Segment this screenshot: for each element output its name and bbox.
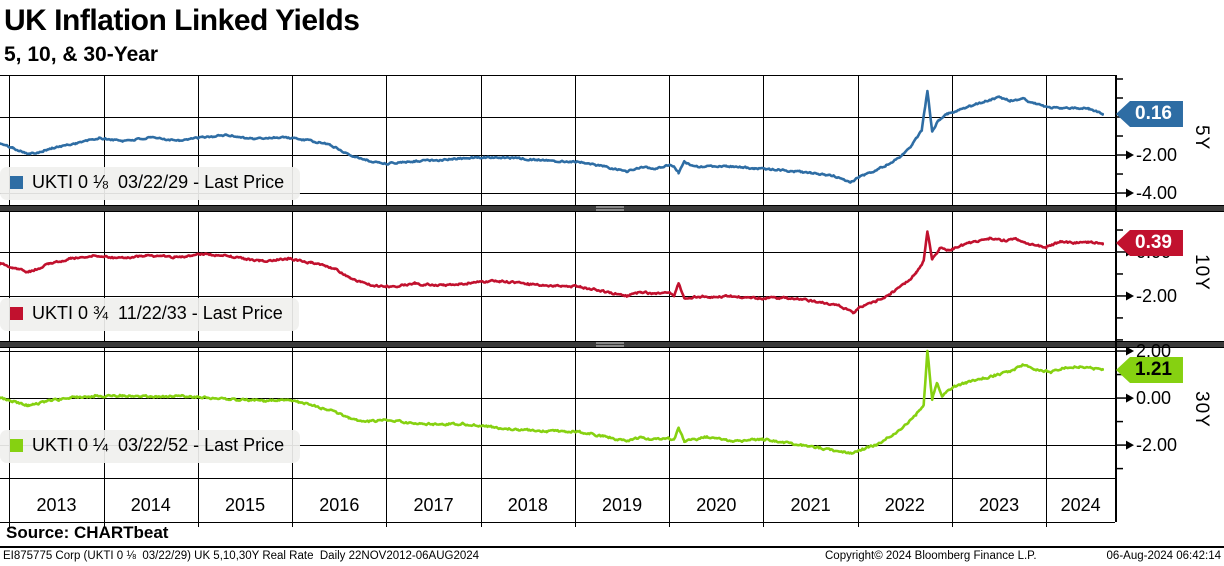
x-tick-label: 2014 xyxy=(131,495,171,515)
footer-divider xyxy=(0,546,1224,548)
last-price-flag-5y: 0.16 xyxy=(1116,101,1183,127)
series-line-5y xyxy=(0,89,1104,184)
last-price-flag-30y: 1.21 xyxy=(1116,357,1183,383)
y-tick-label: -2.00 xyxy=(1136,286,1177,306)
y-tick-label: 2.00 xyxy=(1136,341,1171,361)
x-axis-labels: 2013 2014 2015 2016 2017 2018 2019 2020 2021 2022… xyxy=(37,495,1101,515)
x-tick-label: 2015 xyxy=(225,495,265,515)
panel-resize-handle-2[interactable] xyxy=(0,341,1224,348)
y-tick-label: -4.00 xyxy=(1136,183,1177,203)
x-tick-label: 2024 xyxy=(1061,495,1101,515)
y-axis-30y: 2.00 0.00 -2.00 xyxy=(1117,341,1177,470)
last-price-flag-10y: 0.39 xyxy=(1116,230,1183,256)
series-swatch-5y-icon xyxy=(10,176,23,189)
x-tick-label: 2018 xyxy=(508,495,548,515)
x-tick-label: 2023 xyxy=(979,495,1019,515)
footer-security-info: EI875775 Corp (UKTI 0 ⅛ 03/22/29) UK 5,1… xyxy=(3,550,480,562)
axis-title-30y: 30Y xyxy=(1191,391,1212,428)
y-axis-5y: 0.00-2.00-4.00 xyxy=(1117,78,1177,203)
y-tick-label: -2.00 xyxy=(1136,435,1177,455)
series-line-10y xyxy=(0,230,1104,315)
x-tick-label: 2013 xyxy=(37,495,77,515)
page-subtitle: 5, 10, & 30-Year xyxy=(4,43,159,66)
legend-30y[interactable]: UKTI 0 ¼ 03/22/52 - Last Price xyxy=(0,430,301,463)
legend-5y[interactable]: UKTI 0 ⅛ 03/22/29 - Last Price xyxy=(0,167,301,200)
x-tick-label: 2016 xyxy=(319,495,359,515)
panel-resize-handle-1[interactable] xyxy=(0,205,1224,212)
y-tick-label: 0.00 xyxy=(1136,388,1171,408)
page-title: UK Inflation Linked Yields xyxy=(4,4,360,37)
axis-title-5y: 5Y xyxy=(1191,125,1212,151)
series-swatch-10y-icon xyxy=(10,307,23,320)
value-gridlines-10y xyxy=(0,252,1115,297)
y-tick-label: -2.00 xyxy=(1136,145,1177,165)
legend-label-5y: UKTI 0 ⅛ 03/22/29 - Last Price xyxy=(32,172,285,192)
source-label: Source: CHARTbeat xyxy=(6,523,169,542)
x-tick-label: 2019 xyxy=(602,495,642,515)
series-line-30y xyxy=(0,349,1104,455)
series-swatch-30y-icon xyxy=(10,439,23,452)
axis-title-10y: 10Y xyxy=(1191,254,1212,291)
legend-label-10y: UKTI 0 ¾ 11/22/33 - Last Price xyxy=(32,303,283,323)
chart-frame xyxy=(0,75,1115,523)
footer-datetime: 06-Aug-2024 06:42:14 xyxy=(1106,550,1221,562)
legend-label-30y: UKTI 0 ¼ 03/22/52 - Last Price xyxy=(32,435,285,455)
legend-10y[interactable]: UKTI 0 ¾ 11/22/33 - Last Price xyxy=(0,298,299,331)
footer-copyright: Copyright© 2024 Bloomberg Finance L.P. xyxy=(825,550,1037,562)
x-tick-label: 2020 xyxy=(696,495,736,515)
x-tick-label: 2021 xyxy=(791,495,831,515)
x-tick-label: 2022 xyxy=(885,495,925,515)
x-tick-label: 2017 xyxy=(414,495,454,515)
